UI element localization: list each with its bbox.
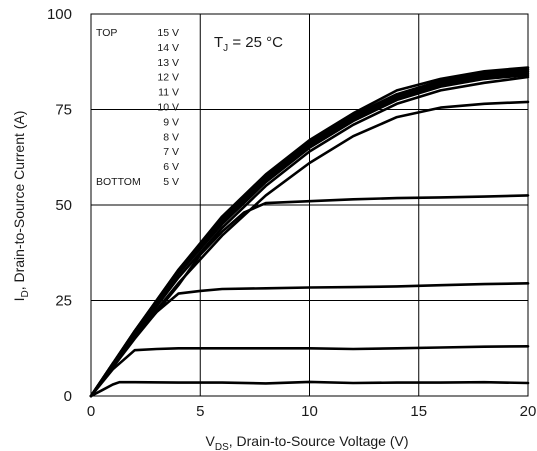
legend-entry: 12 V: [157, 72, 179, 84]
legend-entry: 7 V: [163, 146, 179, 158]
legend-bottom-label: BOTTOM: [96, 176, 141, 188]
x-tick-label: 10: [301, 403, 318, 420]
series-line-6: [89, 75, 530, 398]
y-axis-label-rest: , Drain-to-Source Current (A): [11, 111, 27, 291]
series-line-11: [89, 380, 530, 398]
y-axis-label-main: I: [11, 298, 27, 302]
annotation-sub: J: [223, 43, 228, 54]
y-axis-label-sub: D: [20, 290, 31, 297]
legend-entry: 10 V: [157, 102, 179, 114]
legend-entry: 11 V: [158, 87, 179, 99]
y-tick-label: 50: [55, 197, 72, 214]
legend-entry: 14 V: [157, 42, 179, 54]
temperature-annotation: TJ = 25 °C: [214, 34, 283, 54]
series-line-10: [89, 345, 530, 398]
y-axis-label: ID, Drain-to-Source Current (A): [11, 111, 31, 302]
plot-frame: [90, 13, 529, 397]
tick-labels: 0 5 10 15 20 0 25 50 75 100: [47, 6, 536, 420]
annotation-main: T: [214, 34, 223, 51]
x-axis-label: VDS, Drain-to-Source Voltage (V): [206, 433, 409, 451]
series-line-8: [89, 194, 530, 398]
y-tick-label: 25: [55, 293, 72, 310]
series-layer: [89, 66, 530, 398]
series-line-9: [89, 282, 530, 398]
legend-entry: 6 V: [163, 161, 179, 173]
legend-entry: 9 V: [163, 116, 179, 128]
legend-top-label: TOP: [96, 27, 117, 39]
y-tick-label: 75: [55, 102, 72, 119]
series-line-5: [89, 73, 530, 398]
legend-entry: 5 V: [163, 176, 179, 188]
legend: TOP BOTTOM 15 V 14 V 13 V 12 V 11 V 10 V 9 V 8 …: [96, 27, 179, 188]
legend-entry: 8 V: [163, 131, 179, 143]
legend-entry: 13 V: [157, 57, 179, 69]
legend-entry: 15 V: [157, 27, 179, 39]
x-axis-label-main: V: [206, 433, 216, 449]
x-tick-label: 15: [410, 403, 427, 420]
x-tick-label: 5: [196, 403, 204, 420]
annotation-rest: = 25 °C: [228, 34, 283, 51]
x-tick-label: 20: [520, 403, 537, 420]
y-tick-label: 100: [47, 6, 72, 23]
y-tick-label: 0: [64, 388, 72, 405]
x-axis-label-sub: DS: [215, 442, 229, 451]
x-axis-label-rest: , Drain-to-Source Voltage (V): [229, 433, 409, 449]
x-tick-label: 0: [87, 403, 95, 420]
legend-entries: 15 V 14 V 13 V 12 V 11 V 10 V 9 V 8 V 7 V 6 V 5 V: [157, 27, 179, 188]
